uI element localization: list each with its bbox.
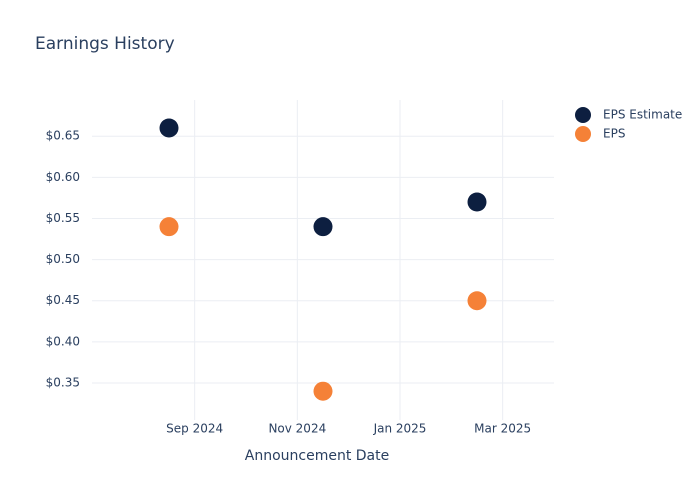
data-point [467,192,487,212]
data-point [313,381,333,401]
legend-label: EPS Estimate [603,108,682,122]
y-tick-label: $0.45 [46,293,80,307]
legend-label: EPS [603,127,625,141]
chart-title: Earnings History [35,34,175,54]
x-tick-label: Nov 2024 [268,422,326,436]
x-tick-label: Jan 2025 [373,422,427,436]
legend-marker [575,107,591,123]
x-tick-label: Sep 2024 [166,422,223,436]
data-point [159,118,179,138]
data-point [159,217,179,237]
y-tick-label: $0.50 [46,252,80,266]
x-axis-title: Announcement Date [245,448,389,464]
x-tick-label: Mar 2025 [474,422,531,436]
y-tick-label: $0.40 [46,334,80,348]
data-point [467,291,487,311]
y-tick-label: $0.35 [46,375,80,389]
y-tick-label: $0.65 [46,129,80,143]
y-tick-label: $0.60 [46,170,80,184]
data-point [313,217,333,237]
y-tick-label: $0.55 [46,211,80,225]
legend-marker [575,126,591,142]
